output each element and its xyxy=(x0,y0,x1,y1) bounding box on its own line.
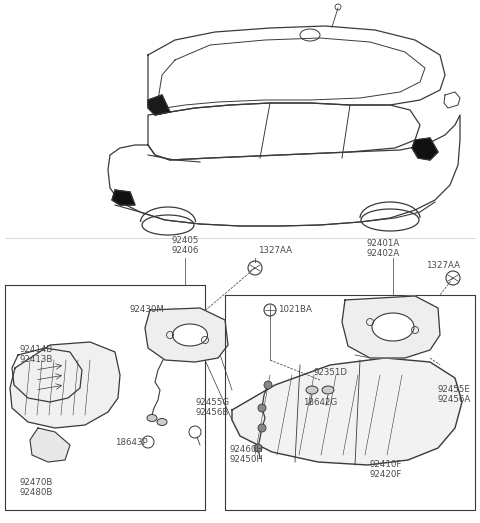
Circle shape xyxy=(264,381,272,389)
Polygon shape xyxy=(148,95,170,115)
Polygon shape xyxy=(232,358,462,465)
Text: 92470B
92480B: 92470B 92480B xyxy=(20,478,53,497)
Text: 18643P: 18643P xyxy=(115,438,148,447)
Text: 92410F
92420F: 92410F 92420F xyxy=(370,460,402,480)
Text: 92460H
92450H: 92460H 92450H xyxy=(230,445,264,464)
Polygon shape xyxy=(30,428,70,462)
Text: 92430M: 92430M xyxy=(130,305,165,314)
Text: 1327AA: 1327AA xyxy=(426,261,460,270)
Text: 92405
92406: 92405 92406 xyxy=(171,235,199,255)
Text: 1327AA: 1327AA xyxy=(258,246,292,255)
Text: 92414B
92413B: 92414B 92413B xyxy=(20,345,53,365)
Ellipse shape xyxy=(157,418,167,426)
Text: 18642G: 18642G xyxy=(303,398,337,407)
Ellipse shape xyxy=(172,324,207,346)
Ellipse shape xyxy=(306,386,318,394)
Ellipse shape xyxy=(147,415,157,422)
Text: 92351D: 92351D xyxy=(313,368,347,377)
Text: 92455G
92456B: 92455G 92456B xyxy=(195,398,229,417)
Circle shape xyxy=(258,404,266,412)
Polygon shape xyxy=(145,308,228,362)
Polygon shape xyxy=(112,190,135,205)
Text: 92401A
92402A: 92401A 92402A xyxy=(366,238,400,258)
Ellipse shape xyxy=(372,313,414,341)
Ellipse shape xyxy=(322,386,334,394)
Polygon shape xyxy=(10,342,120,428)
Text: 92455E
92456A: 92455E 92456A xyxy=(438,385,471,404)
Polygon shape xyxy=(412,138,438,160)
Text: 1021BA: 1021BA xyxy=(278,305,312,314)
Circle shape xyxy=(258,424,266,432)
Polygon shape xyxy=(342,296,440,358)
Circle shape xyxy=(254,444,262,452)
